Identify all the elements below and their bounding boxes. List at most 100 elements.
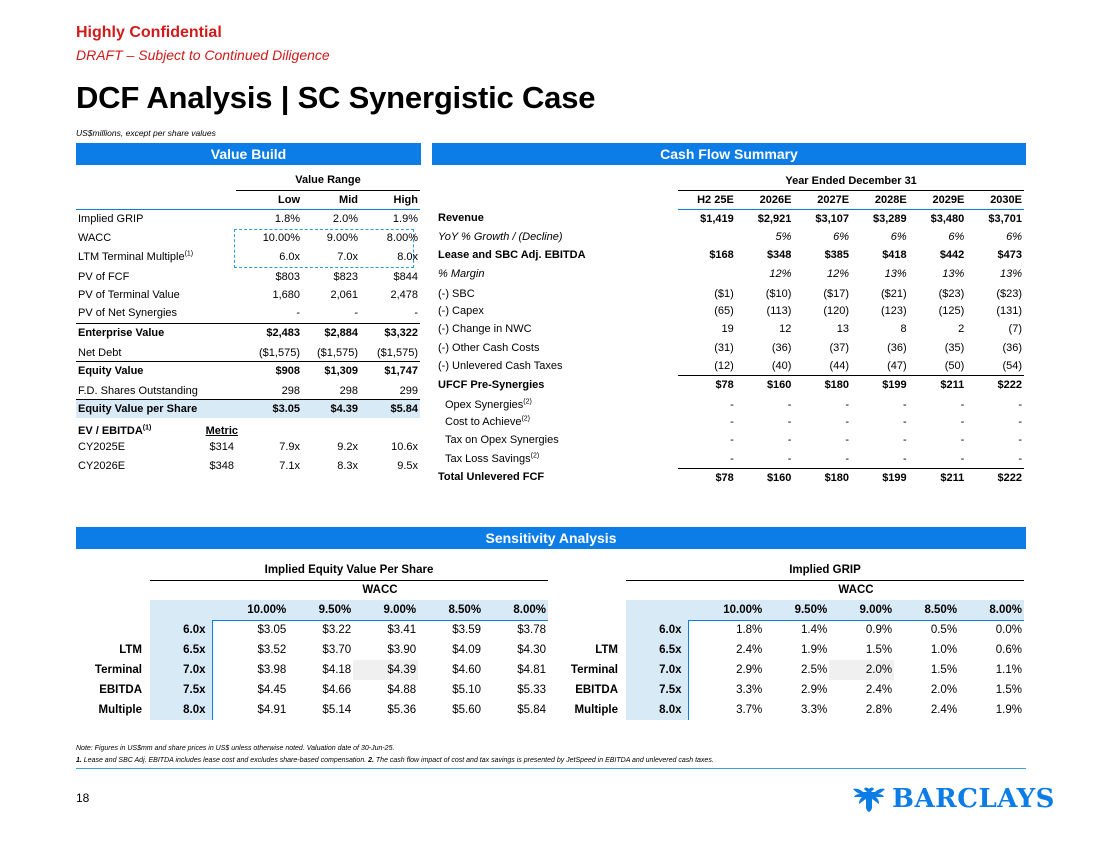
value-cell: -: [730, 434, 734, 447]
value-cell: 13%: [999, 267, 1022, 280]
sens-value: 2.8%: [865, 704, 893, 716]
cf-cols-row: H2 25E 2026E 2027E 2028E 2029E 2030E: [436, 190, 1024, 210]
sens-value: $4.30: [517, 644, 546, 656]
wacc-value: 8.50%: [894, 600, 960, 621]
row-label: PV of FCF: [78, 271, 130, 283]
value-cell: $844: [393, 271, 418, 283]
value-cell: $2,884: [302, 322, 360, 342]
multiple-value: 8.0x: [150, 700, 213, 720]
sens-value: $3.41: [387, 624, 417, 637]
value-build-row: Net Debt ($1,575) ($1,575) ($1,575): [76, 342, 420, 361]
value-cell: $222: [997, 471, 1022, 484]
value-cell: -: [787, 398, 792, 411]
value-cell: (36): [1002, 341, 1022, 354]
value-cell: (12): [678, 357, 736, 376]
row-label: (-) SBC: [436, 283, 678, 302]
sens-row: LTM 6.5x 2.4% 1.9% 1.5% 1.0% 0.6%: [552, 640, 1024, 660]
value-cell: $222: [997, 379, 1022, 391]
blank-cell: [150, 600, 212, 620]
value-cell: $5.84: [360, 398, 420, 418]
footnote-marker: (2): [521, 415, 530, 423]
cash-flow-row: (-) Other Cash Costs (31) (36) (37) (36) (35)…: [436, 339, 1024, 358]
value-build-bar: Value Build: [76, 143, 421, 165]
side-label: EBITDA: [99, 684, 142, 696]
ev-metric: $348: [209, 459, 234, 472]
value-cell: ($21): [880, 288, 907, 301]
sens-value: $5.14: [322, 704, 352, 716]
multiple-value: 6.5x: [626, 640, 689, 660]
multiple-value: 7.5x: [150, 680, 213, 700]
page-title: DCF Analysis | SC Synergistic Case: [76, 80, 596, 115]
sens-wacc-label-row: WACC: [552, 580, 1024, 600]
value-range-cols-row: Low Mid High: [76, 190, 420, 210]
ev-multiple: 8.3x: [337, 459, 358, 472]
cash-flow-row: Total Unlevered FCF $78 $160 $180 $199 $211 $2…: [436, 468, 1024, 487]
confidential-label: Highly Confidential: [76, 24, 222, 41]
sens-value: 0.6%: [995, 644, 1022, 656]
blank-cell: [302, 418, 360, 437]
sens-value: $4.91: [257, 704, 287, 716]
column-header: 2027E: [793, 190, 852, 210]
row-label-text: % Margin: [438, 267, 485, 280]
value-cell: 7.0x: [337, 250, 358, 263]
row-label-text: Cost to Achieve: [445, 415, 522, 428]
row-label: LTM Terminal Multiple(1): [76, 247, 236, 266]
row-label-text: Revenue: [438, 212, 484, 225]
side-label: Multiple: [574, 704, 618, 716]
value-cell: -: [845, 398, 850, 411]
value-cell: 6.0x: [279, 250, 300, 263]
sens-value: $3.78: [517, 624, 546, 637]
value-cell: $3,289: [873, 212, 907, 225]
value-cell: (36): [887, 341, 907, 354]
multiple-value: 6.0x: [626, 620, 689, 640]
value-cell: -: [960, 415, 965, 428]
row-label-text: LTM Terminal Multiple: [78, 250, 185, 263]
value-cell: -: [908, 449, 967, 469]
wacc-value: 9.50%: [764, 600, 830, 621]
value-cell: 10.00%: [262, 231, 300, 244]
wacc-value: 10.00%: [688, 600, 765, 621]
period-label: Year Ended December 31: [678, 172, 1024, 191]
wacc-value: 8.00%: [959, 600, 1024, 621]
value-cell: 13%: [884, 267, 907, 280]
sens-row: Multiple 8.0x 3.7% 3.3% 2.8% 2.4% 1.9%: [552, 700, 1024, 720]
blank-cell: [76, 600, 150, 620]
sens-value: 0.9%: [865, 624, 893, 637]
value-build-row: WACC 10.00% 9.00% 8.00%: [76, 228, 420, 247]
row-label: (-) Unlevered Cash Taxes: [436, 357, 678, 376]
sens-value: 2.0%: [829, 660, 895, 680]
wacc-value: 8.50%: [418, 600, 484, 621]
wacc-value: 8.00%: [483, 600, 548, 621]
sens-value: $4.09: [452, 644, 482, 656]
value-cell: (40): [735, 357, 794, 376]
value-cell: $348: [766, 249, 792, 262]
cash-flow-row: (-) Unlevered Cash Taxes (12) (40) (44) (47)…: [436, 357, 1024, 376]
sens-value: $5.33: [517, 684, 546, 696]
sens-value: 0.5%: [930, 624, 958, 637]
sens-value: 1.5%: [930, 664, 958, 676]
value-cell: 19: [721, 323, 734, 336]
row-label: WACC: [78, 231, 112, 244]
ev-multiple: 7.9x: [279, 440, 300, 453]
value-cell: -: [845, 415, 850, 428]
sens-value: 0.0%: [995, 624, 1022, 637]
row-label: Equity Value per Share: [76, 398, 236, 418]
value-cell: -: [1018, 415, 1022, 428]
value-cell: -: [903, 398, 907, 411]
value-build-row: PV of Terminal Value 1,680 2,061 2,478: [76, 285, 420, 304]
units-note: US$millions, except per share values: [76, 128, 216, 138]
blank-cell: [76, 560, 150, 580]
blank-cell: [76, 580, 150, 600]
column-header: Mid: [302, 190, 360, 210]
sens-value: $3.98: [257, 664, 287, 676]
value-cell: $1,309: [302, 360, 360, 380]
row-label: (-) Other Cash Costs: [436, 339, 678, 358]
sens-value: 2.9%: [736, 664, 763, 676]
value-cell: -: [903, 434, 907, 447]
value-cell: [678, 265, 736, 284]
blank-cell: [236, 418, 302, 437]
side-label: Terminal: [570, 664, 618, 676]
value-build-row: PV of Net Synergies - - -: [76, 304, 420, 323]
row-label-text: Total Unlevered FCF: [438, 471, 545, 484]
value-cell: 2,061: [330, 288, 358, 301]
